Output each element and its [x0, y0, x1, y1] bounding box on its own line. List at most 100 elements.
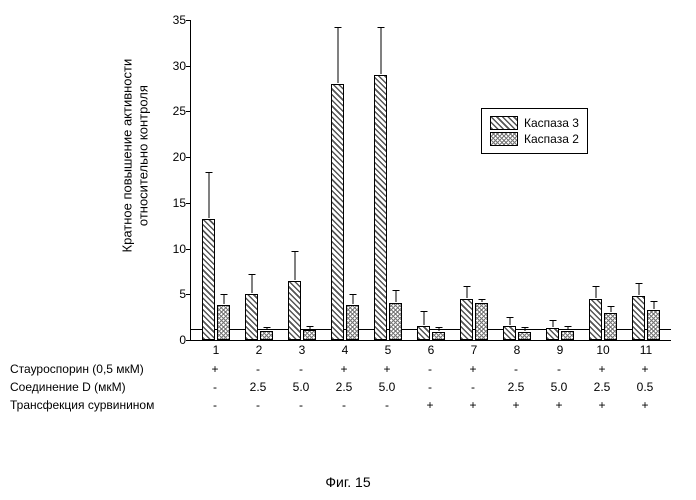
error-bar: [266, 328, 267, 330]
error-cap: [478, 299, 485, 300]
condition-cell: 2.5: [240, 380, 276, 394]
y-tick-label: 35: [161, 13, 186, 27]
bar-caspase3: [632, 296, 645, 340]
x-tick-label: 11: [628, 343, 664, 357]
condition-cell: -: [541, 362, 577, 376]
error-bar: [653, 302, 654, 308]
bar-caspase3: [460, 299, 473, 340]
condition-cell: +: [541, 398, 577, 412]
bar-caspase3: [589, 299, 602, 340]
condition-cell: 2.5: [498, 380, 534, 394]
condition-cell: +: [584, 398, 620, 412]
y-tick-label: 5: [161, 287, 186, 301]
y-tick-label: 30: [161, 59, 186, 73]
bar-caspase3: [503, 326, 516, 340]
error-cap: [349, 294, 356, 295]
condition-label: Соединение D (мкМ): [10, 380, 188, 394]
condition-cell: -: [197, 398, 233, 412]
condition-cell: -: [326, 398, 362, 412]
condition-cell: -: [283, 398, 319, 412]
legend-swatch: [490, 132, 518, 146]
error-bar: [438, 328, 439, 331]
bar-caspase2: [303, 330, 316, 340]
bar-caspase3: [202, 219, 215, 340]
condition-cell: -: [498, 362, 534, 376]
legend-label: Каспаза 2: [524, 132, 579, 146]
x-tick-label: 2: [241, 343, 277, 357]
bar-caspase3: [417, 326, 430, 340]
bar-caspase3: [374, 75, 387, 340]
y-tick-mark: [186, 66, 191, 67]
x-tick-label: 5: [370, 343, 406, 357]
y-tick-mark: [186, 294, 191, 295]
x-tick-label: 7: [456, 343, 492, 357]
condition-cell: -: [412, 362, 448, 376]
error-bar: [223, 295, 224, 304]
error-bar: [481, 300, 482, 303]
error-cap: [205, 172, 212, 173]
error-cap: [248, 274, 255, 275]
y-tick-label: 20: [161, 150, 186, 164]
condition-cell: +: [584, 362, 620, 376]
bar-caspase2: [475, 303, 488, 340]
error-bar: [380, 28, 381, 74]
bar-caspase2: [604, 313, 617, 340]
x-tick-label: 1: [198, 343, 234, 357]
bar-caspase2: [432, 332, 445, 340]
error-bar: [595, 287, 596, 298]
condition-label: Трансфекция сурвинином: [10, 398, 188, 412]
x-tick-label: 10: [585, 343, 621, 357]
error-bar: [610, 307, 611, 312]
error-bar: [423, 312, 424, 326]
bar-caspase3: [331, 84, 344, 340]
error-cap: [377, 27, 384, 28]
x-tick-label: 4: [327, 343, 363, 357]
error-cap: [549, 320, 556, 321]
error-cap: [334, 27, 341, 28]
error-cap: [564, 326, 571, 327]
y-tick-mark: [186, 249, 191, 250]
legend: Каспаза 3 Каспаза 2: [481, 108, 588, 154]
plot-area: Каспаза 3Каспаза 2 051015202530351234567…: [190, 20, 671, 341]
bar-caspase2: [346, 305, 359, 340]
y-tick-mark: [186, 203, 191, 204]
condition-cell: -: [412, 380, 448, 394]
error-bar: [395, 291, 396, 302]
condition-cell: -: [240, 398, 276, 412]
condition-cell: +: [627, 362, 663, 376]
error-cap: [607, 306, 614, 307]
condition-cell: +: [197, 362, 233, 376]
error-cap: [435, 327, 442, 328]
error-bar: [524, 328, 525, 331]
error-cap: [306, 326, 313, 327]
error-cap: [506, 317, 513, 318]
y-axis-label: Кратное повышение активности относительн…: [119, 26, 150, 286]
condition-cell: +: [627, 398, 663, 412]
error-cap: [263, 327, 270, 328]
error-bar: [638, 284, 639, 295]
error-bar: [552, 321, 553, 327]
y-tick-mark: [186, 20, 191, 21]
condition-cell: 5.0: [283, 380, 319, 394]
error-bar: [309, 327, 310, 329]
error-cap: [592, 286, 599, 287]
bar-caspase2: [389, 303, 402, 340]
error-bar: [567, 327, 568, 330]
condition-cell: +: [412, 398, 448, 412]
figure-container: Кратное повышение активности относительн…: [10, 10, 686, 490]
legend-label: Каспаза 3: [524, 116, 579, 130]
error-cap: [463, 286, 470, 287]
condition-cell: 0.5: [627, 380, 663, 394]
x-tick-label: 9: [542, 343, 578, 357]
y-tick-mark: [186, 111, 191, 112]
condition-cell: 5.0: [541, 380, 577, 394]
condition-cell: +: [369, 362, 405, 376]
y-tick-mark: [186, 340, 191, 341]
condition-cell: 5.0: [369, 380, 405, 394]
error-cap: [420, 311, 427, 312]
condition-cell: +: [498, 398, 534, 412]
bar-caspase2: [561, 331, 574, 340]
error-cap: [392, 290, 399, 291]
condition-cell: +: [326, 362, 362, 376]
error-bar: [337, 28, 338, 83]
